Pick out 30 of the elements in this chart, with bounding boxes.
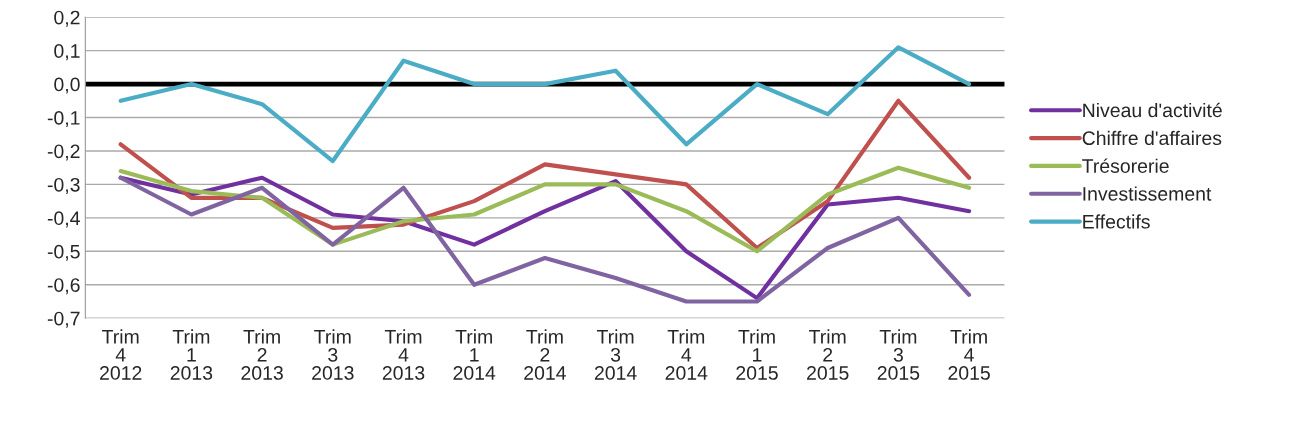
- y-tick-label: 0,1: [54, 44, 80, 61]
- legend-label: Chiffre d'affaires: [1082, 130, 1222, 146]
- x-tick-label: Trim 1 2014: [453, 329, 496, 380]
- legend-label: Investissement: [1083, 186, 1212, 201]
- x-tick-label: Trim 1 2013: [170, 329, 213, 380]
- line-series: [118, 165, 972, 254]
- y-tick-label: -0,4: [47, 211, 80, 228]
- y-tick-label: -0,6: [47, 278, 80, 295]
- x-tick-label: Trim 3 2015: [877, 329, 920, 380]
- line-series: [118, 45, 972, 164]
- x-tick-label: Trim 4 2013: [382, 329, 425, 380]
- x-tick-label: Trim 4 2015: [948, 329, 990, 380]
- x-tick-label: Trim 1 2015: [736, 329, 778, 380]
- legend-label: Trésorerie: [1082, 158, 1169, 173]
- x-tick-label: Trim 2 2014: [524, 329, 566, 380]
- legend-label: Niveau d'activité: [1083, 102, 1222, 118]
- x-tick-label: Trim 4 2012: [100, 329, 142, 380]
- y-tick-label: -0,3: [47, 177, 80, 194]
- y-tick-label: -0,2: [47, 144, 80, 161]
- x-tick-label: Trim 2 2015: [807, 329, 849, 380]
- x-tick-label: Trim 2 2013: [241, 329, 283, 380]
- y-tick-label: -0,5: [47, 244, 80, 261]
- x-tick-label: Trim 3 2013: [312, 329, 354, 380]
- x-tick-label: Trim 3 2014: [594, 329, 637, 380]
- y-tick-label: -0,1: [47, 111, 80, 128]
- x-tick-label: Trim 4 2014: [665, 329, 708, 380]
- y-tick-label: 0,2: [54, 10, 80, 27]
- legend-label: Effectifs: [1083, 214, 1150, 229]
- y-tick-label: 0,0: [54, 77, 80, 94]
- y-tick-label: -0,7: [47, 311, 80, 328]
